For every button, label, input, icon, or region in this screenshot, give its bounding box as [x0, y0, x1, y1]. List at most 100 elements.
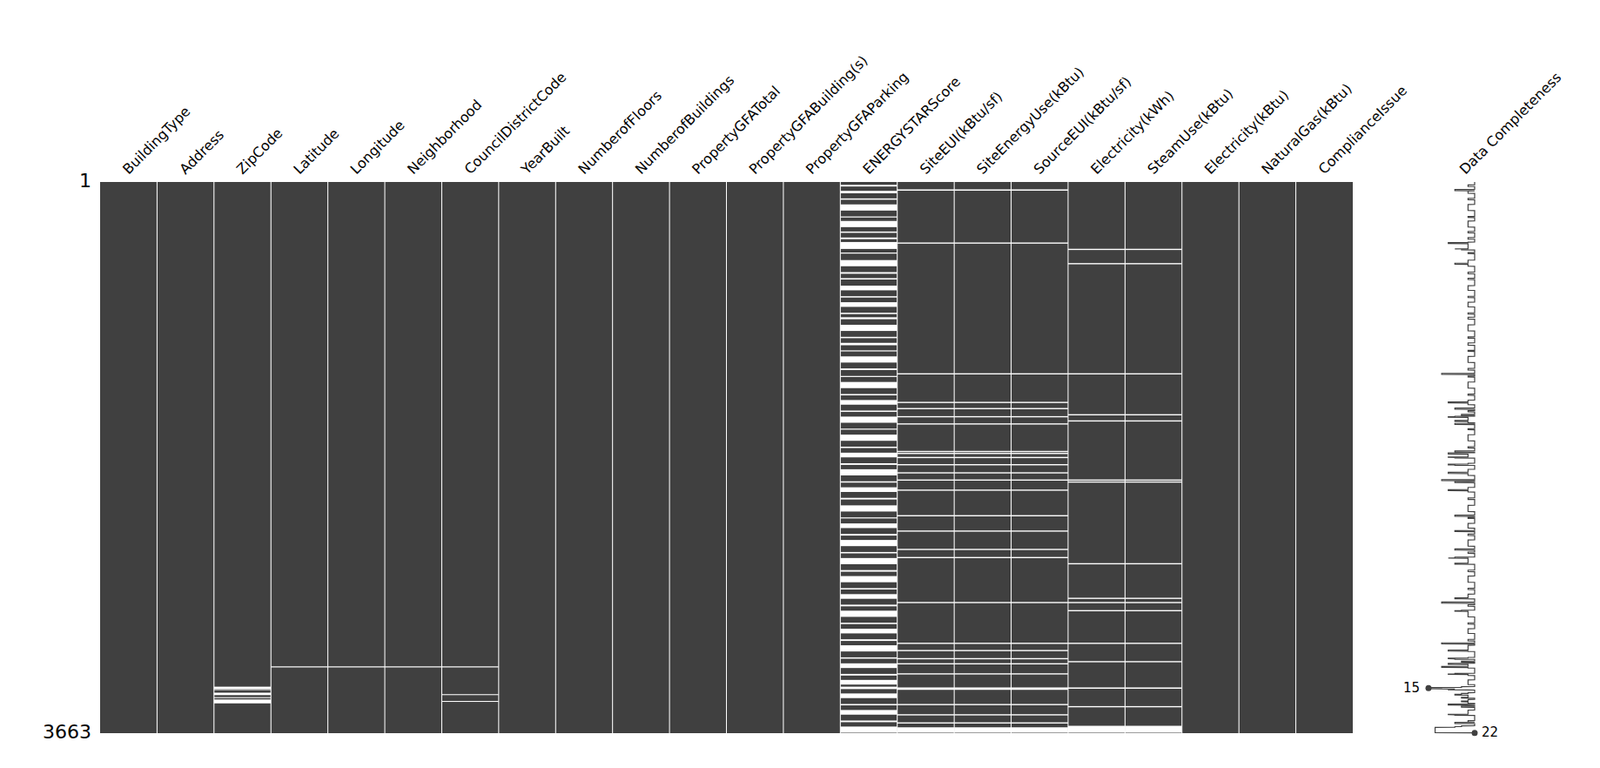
min-marker	[1425, 685, 1432, 692]
missing-range	[954, 401, 1011, 403]
missing-range	[1011, 672, 1069, 674]
missing-range	[1011, 557, 1069, 558]
missing-range	[1011, 530, 1069, 532]
missing-range	[840, 399, 897, 404]
missing-range	[954, 713, 1011, 715]
column-label: CouncilDistrictCode	[461, 68, 571, 178]
missing-range	[954, 686, 1011, 690]
missing-range	[897, 548, 955, 550]
missing-range	[840, 622, 897, 625]
column-present	[1068, 181, 1125, 733]
column-separator	[555, 181, 557, 733]
missing-range	[270, 665, 328, 667]
column-present	[555, 181, 612, 733]
missing-range	[384, 665, 442, 667]
missing-range	[840, 469, 897, 476]
missing-range	[214, 689, 271, 691]
missing-range	[897, 642, 955, 644]
missing-range	[954, 416, 1011, 417]
missing-range	[840, 446, 897, 449]
completeness-sparkline	[1428, 181, 1475, 733]
missing-range	[1011, 457, 1069, 458]
missing-range	[1124, 479, 1182, 481]
missing-range	[1124, 610, 1182, 612]
missing-range	[840, 198, 897, 201]
missing-range	[1124, 726, 1182, 733]
missing-range	[954, 452, 1011, 454]
missing-range	[840, 645, 897, 652]
missing-range	[1011, 703, 1069, 705]
missing-range	[840, 434, 897, 441]
missing-range	[840, 628, 897, 633]
column-separator	[1124, 181, 1126, 733]
missing-range	[840, 504, 897, 511]
missing-range	[840, 295, 897, 298]
missing-range	[840, 376, 897, 377]
missing-range	[897, 601, 955, 603]
missing-range	[840, 657, 897, 659]
missing-range	[954, 242, 1011, 243]
missing-range	[840, 302, 897, 307]
missing-range	[1068, 726, 1125, 733]
missing-range	[954, 408, 1011, 410]
column-separator	[497, 181, 499, 733]
missing-range	[954, 663, 1011, 665]
missing-range	[1011, 416, 1069, 417]
missing-range	[840, 237, 897, 240]
missing-range	[1124, 563, 1182, 565]
missing-range	[897, 416, 955, 417]
column-separator	[896, 181, 898, 733]
missing-range	[840, 523, 897, 528]
missing-range	[1011, 450, 1069, 452]
column-present	[1124, 181, 1182, 733]
missing-range	[897, 188, 955, 191]
missing-range	[840, 277, 897, 280]
missing-range	[1068, 610, 1125, 612]
missing-range	[840, 190, 897, 194]
column-present	[612, 181, 670, 733]
missing-range	[897, 452, 955, 454]
missing-range	[897, 479, 955, 481]
column-separator	[270, 181, 272, 733]
column-label: ENERGYSTARScore	[859, 73, 964, 178]
missing-range	[840, 231, 897, 234]
missing-range	[840, 356, 897, 363]
missing-range	[1011, 373, 1069, 375]
missing-range	[1011, 663, 1069, 665]
missing-range	[1124, 601, 1182, 603]
missing-range	[214, 697, 271, 699]
column-label: PropertyGFAParking	[802, 68, 912, 178]
missing-range	[1124, 373, 1182, 375]
missing-range	[897, 686, 955, 690]
missing-range	[954, 642, 1011, 644]
missing-range	[897, 457, 955, 458]
missing-range	[954, 672, 1011, 674]
column-separator	[1295, 181, 1297, 733]
missing-range	[897, 672, 955, 674]
missing-range	[954, 601, 1011, 603]
missing-range	[954, 489, 1011, 491]
missing-range	[1068, 420, 1125, 422]
missing-range	[840, 593, 897, 599]
missing-range	[840, 497, 897, 500]
missing-range	[897, 401, 955, 403]
missing-range	[954, 649, 1011, 651]
missing-range	[1124, 420, 1182, 422]
column-separator	[611, 181, 613, 733]
column-present	[270, 181, 328, 733]
column-present	[156, 181, 214, 733]
missing-range	[1011, 713, 1069, 715]
missing-range	[840, 703, 897, 706]
missing-range	[1011, 423, 1069, 424]
missing-range	[1068, 686, 1125, 689]
missing-range	[840, 610, 897, 617]
missing-range	[840, 533, 897, 536]
missing-range	[897, 450, 955, 452]
missing-range	[840, 368, 897, 370]
missing-range	[1124, 597, 1182, 599]
missing-range	[954, 450, 1011, 452]
missing-range	[1011, 452, 1069, 454]
missing-range	[840, 709, 897, 714]
column-label: Address	[176, 126, 228, 177]
missing-range	[840, 382, 897, 389]
